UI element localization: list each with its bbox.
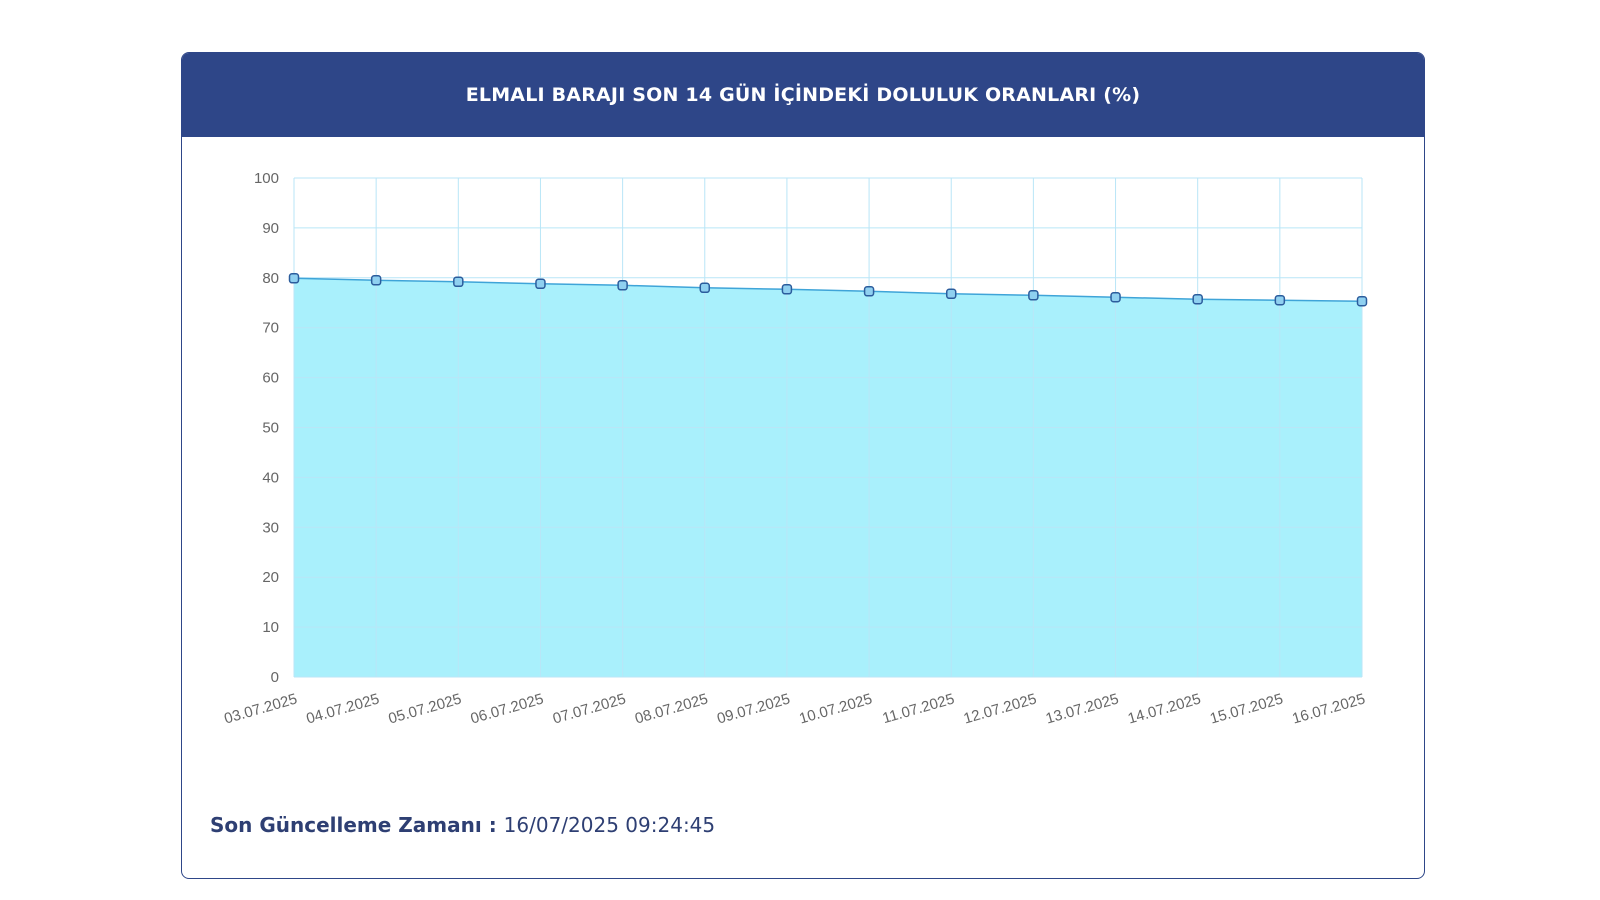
- data-point: [1028, 290, 1039, 301]
- chart-canvas: 0 10 20 30 40 50 60 70 80 90 100 03.07.2025 04.07.20…: [222, 170, 1368, 728]
- y-tick-label: 80: [262, 270, 279, 287]
- data-point: [617, 280, 628, 291]
- data-point: [945, 288, 957, 300]
- x-tick-label: 05.07.2025: [387, 691, 464, 728]
- data-point: [370, 275, 382, 286]
- y-tick-label: 30: [262, 519, 279, 536]
- x-tick-label: 07.07.2025: [551, 691, 628, 728]
- x-tick-label: 10.07.2025: [797, 691, 874, 728]
- card-header: ELMALI BARAJI SON 14 GÜN İÇİNDEKİ DOLULU…: [182, 53, 1424, 137]
- data-point: [1192, 294, 1203, 305]
- y-tick-label: 70: [262, 320, 279, 337]
- chart-title: ELMALI BARAJI SON 14 GÜN İÇİNDEKİ DOLULU…: [465, 84, 1141, 106]
- chart-card: ELMALI BARAJI SON 14 GÜN İÇİNDEKİ DOLULU…: [181, 52, 1425, 879]
- x-tick-label: 06.07.2025: [469, 691, 546, 728]
- y-tick-label: 0: [271, 669, 279, 686]
- data-point: [1110, 292, 1121, 303]
- data-point: [535, 278, 546, 290]
- y-tick-label: 20: [262, 569, 279, 586]
- x-tick-label: 04.07.2025: [304, 691, 381, 728]
- x-tick-label: 12.07.2025: [962, 691, 1039, 728]
- y-tick-label: 90: [262, 220, 279, 237]
- x-tick-label: 03.07.2025: [222, 691, 299, 728]
- data-point: [781, 284, 793, 295]
- last-update-value: 16/07/2025 09:24:45: [503, 813, 716, 837]
- last-update-separator: :: [481, 813, 504, 837]
- x-tick-label: 09.07.2025: [715, 691, 792, 728]
- last-update: Son Güncelleme Zamanı : 16/07/2025 09:24…: [210, 813, 715, 837]
- x-tick-label: 15.07.2025: [1208, 691, 1285, 728]
- series-line: [293, 277, 1363, 303]
- x-tick-label: 13.07.2025: [1044, 691, 1121, 728]
- data-point: [453, 276, 464, 288]
- x-tick-label: 08.07.2025: [633, 691, 710, 728]
- x-tick-label: 14.07.2025: [1126, 691, 1203, 728]
- data-point: [1274, 295, 1286, 306]
- y-tick-label: 40: [262, 469, 279, 486]
- data-point: [863, 286, 875, 297]
- x-tick-label: 16.07.2025: [1290, 691, 1367, 728]
- data-point: [288, 273, 300, 284]
- y-tick-label: 100: [254, 170, 279, 187]
- y-tick-label: 10: [262, 619, 279, 636]
- y-tick-label: 60: [262, 370, 279, 387]
- x-tick-label: 11.07.2025: [881, 691, 957, 728]
- data-point: [1356, 296, 1368, 307]
- last-update-label: Son Güncelleme Zamanı: [210, 813, 482, 837]
- y-tick-label: 50: [262, 420, 279, 437]
- data-point: [699, 282, 711, 294]
